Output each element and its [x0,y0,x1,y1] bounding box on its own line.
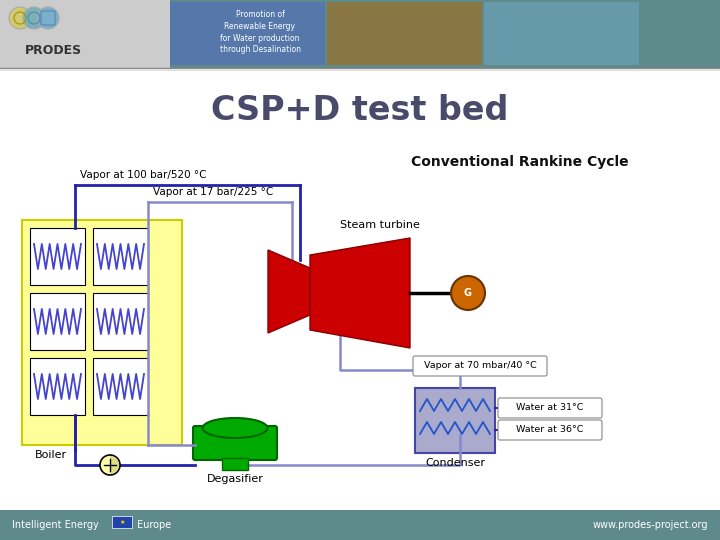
Bar [93,293,148,350]
FancyBboxPatch shape [41,11,55,25]
Circle shape [9,7,31,29]
Text: Water at 36°C: Water at 36°C [516,426,584,435]
Text: Europe: Europe [137,520,171,530]
Bar [327,2,482,65]
Text: CSP+D test bed: CSP+D test bed [211,93,509,126]
Wedge shape [110,456,119,474]
Bar [93,228,148,285]
Ellipse shape [202,418,268,438]
Text: Degasifier: Degasifier [207,474,264,484]
Text: Vapor at 17 bar/225 °C: Vapor at 17 bar/225 °C [153,187,274,197]
Circle shape [37,7,59,29]
Bar [30,228,85,285]
Text: Intelligent Energy: Intelligent Energy [12,520,99,530]
FancyBboxPatch shape [222,458,248,470]
Text: Conventional Rankine Cycle: Conventional Rankine Cycle [411,155,629,169]
Bar [30,293,85,350]
Circle shape [100,455,120,475]
Bar [93,358,148,415]
Circle shape [451,276,485,310]
Text: G: G [464,288,472,298]
Text: PRODES: PRODES [25,44,82,57]
FancyBboxPatch shape [112,516,132,528]
Bar [0,0,720,68]
Text: Water at 31°C: Water at 31°C [516,403,584,413]
Bar [30,358,85,415]
Polygon shape [268,250,310,333]
Text: ★: ★ [120,519,125,524]
Bar [22,220,182,445]
Bar [415,388,495,453]
Bar [484,2,639,65]
Text: Steam turbine: Steam turbine [340,220,420,230]
Bar [0,0,170,68]
FancyBboxPatch shape [498,420,602,440]
Bar [0,510,720,540]
Text: www.prodes-project.org: www.prodes-project.org [593,520,708,530]
Text: Vapor at 100 bar/520 °C: Vapor at 100 bar/520 °C [80,170,207,180]
Text: Boiler: Boiler [35,450,67,460]
Polygon shape [310,238,410,348]
FancyBboxPatch shape [193,426,277,460]
Bar [170,2,325,65]
Bar [645,0,720,68]
Text: Vapor at 70 mbar/40 °C: Vapor at 70 mbar/40 °C [423,361,536,370]
Circle shape [23,7,45,29]
FancyBboxPatch shape [413,356,547,376]
FancyBboxPatch shape [498,398,602,418]
Text: Condenser: Condenser [425,458,485,468]
Text: Promotion of
Renewable Energy
for Water production
through Desalination: Promotion of Renewable Energy for Water … [220,10,300,55]
